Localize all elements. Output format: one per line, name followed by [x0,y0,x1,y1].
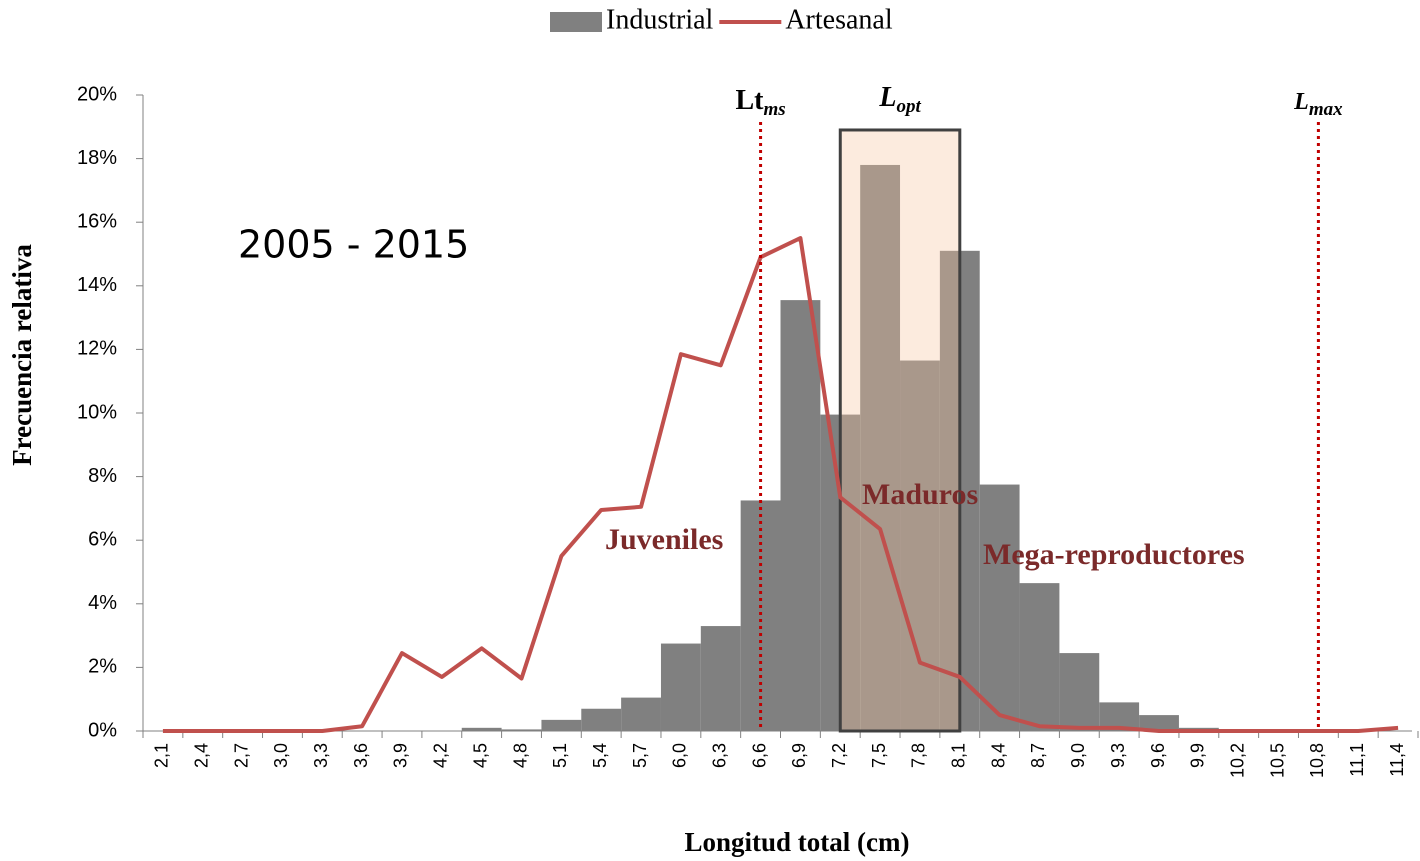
y-tick-label: 16% [77,210,117,232]
x-tick-label: 2,1 [152,743,172,768]
x-tick-label: 6,9 [789,743,809,768]
bar [461,727,502,731]
y-tick-label: 8% [88,465,117,487]
x-tick-label: 11,4 [1387,743,1407,777]
label-sub: opt [896,96,921,117]
x-tick-label: 9,9 [1188,743,1208,768]
y-tick-label: 6% [88,528,117,550]
x-tick-label: 5,4 [590,743,610,768]
bar [660,643,701,731]
y-tick-label: 18% [77,147,117,169]
bar [621,697,661,731]
reference-label: Lmax [1293,89,1343,121]
bar [1019,583,1060,731]
x-tick-label: 4,5 [470,743,490,768]
label-sub: ms [763,99,785,120]
y-tick-label: 10% [77,401,117,423]
x-tick-label: 5,7 [630,743,650,768]
y-axis-title: Frecuencia relativa [7,244,37,466]
x-tick-label: 7,5 [869,743,889,768]
y-tick-label: 0% [88,719,117,741]
bar [541,719,582,731]
x-tick-label: 9,3 [1108,743,1128,768]
x-tick-label: 2,7 [231,743,251,768]
label-main: L [1293,89,1309,115]
bar [860,164,901,731]
zone-label: Mega-reproductores [983,538,1245,571]
x-tick-label: 3,3 [311,743,331,768]
x-tick-label: 8,4 [988,743,1008,768]
x-tick-label: 9,6 [1148,743,1168,768]
bar [1139,715,1179,731]
x-tick-label: 3,0 [271,743,291,768]
legend-swatch [550,12,602,32]
label-sub: max [1309,99,1343,120]
x-tick-label: 11,1 [1347,743,1367,777]
x-tick-label: 7,8 [909,743,929,768]
x-tick-label: 3,6 [351,743,371,768]
x-tick-label: 3,9 [391,743,411,768]
reference-label: Ltms [735,85,785,120]
bar [780,300,821,731]
bar [1059,653,1100,731]
x-tick-label: 9,0 [1068,743,1088,768]
y-tick-label: 14% [77,274,117,296]
bar [700,626,741,731]
line [162,236,1399,733]
optimal-range-label: Lopt [878,82,921,117]
x-tick-label: 6,3 [709,743,729,768]
y-tick-label: 12% [77,338,117,360]
x-tick-label: 8,7 [1028,743,1048,768]
zone-label: Juveniles [605,523,723,556]
x-tick-label: 2,4 [192,743,212,768]
optimal-range-box [838,128,962,733]
x-tick-label: 7,2 [829,743,849,768]
zone-label: Maduros [862,478,978,511]
x-axis-title: Longitud total (cm) [685,827,910,857]
y-tick-label: 4% [88,592,117,614]
label-main: L [878,82,896,113]
period-label: 2005 - 2015 [238,223,469,267]
legend-label: Artesanal [785,4,893,35]
x-tick-label: 4,2 [431,743,451,768]
x-tick-label: 8,1 [949,743,969,768]
x-tick-label: 10,2 [1227,743,1247,778]
x-tick-label: 10,8 [1307,743,1327,778]
bar [979,484,1020,731]
bar [501,729,542,731]
x-tick-label: 5,1 [550,743,570,768]
x-tick-label: 10,5 [1267,743,1287,778]
bar [581,708,622,731]
bar [740,500,781,731]
y-tick-label: 2% [88,656,117,678]
x-tick-label: 4,8 [510,743,530,768]
y-tick-label: 20% [77,83,117,105]
x-tick-label: 6,6 [749,743,769,768]
legend-label: Industrial [606,4,714,35]
x-tick-label: 6,0 [670,743,690,768]
label-main: Lt [735,85,764,116]
